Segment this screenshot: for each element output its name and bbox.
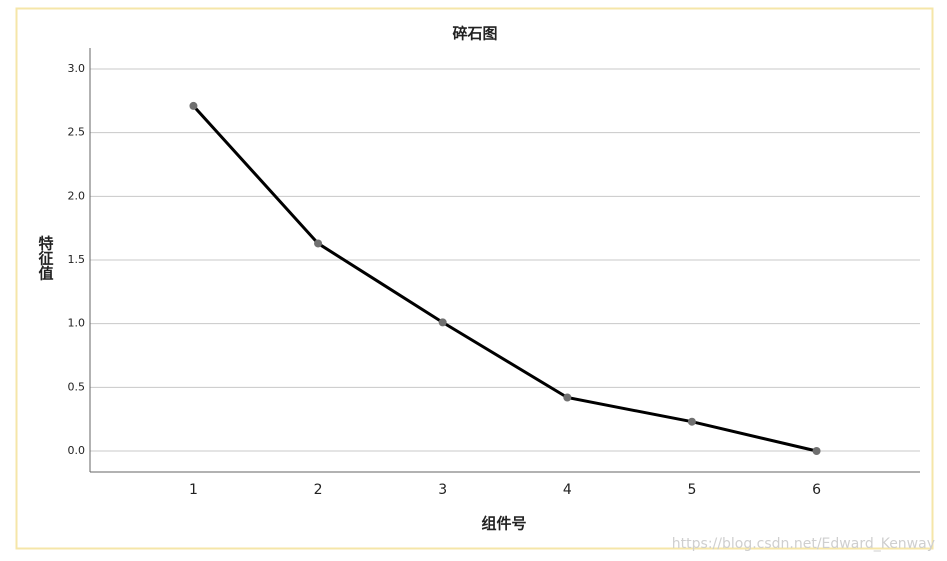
x-tick-label: 2 [314, 482, 323, 498]
x-tick-label: 3 [438, 482, 447, 498]
x-tick-label: 6 [812, 482, 821, 498]
y-tick-label: 3.0 [68, 62, 86, 75]
y-tick-label: 1.5 [68, 253, 86, 266]
series-line [192, 104, 817, 453]
y-axis-label: 特征值 [37, 235, 55, 281]
y-tick-label: 1.0 [68, 317, 86, 330]
frame [15, 7, 934, 550]
watermark: https://blog.csdn.net/Edward_Kenway [672, 536, 935, 552]
y-tick-label: 0.0 [68, 444, 86, 457]
y-tick-label: 0.5 [68, 380, 86, 393]
y-tick-label: 2.0 [68, 189, 86, 202]
x-axis-label: 组件号 [481, 515, 526, 533]
x-tick-label: 5 [687, 482, 696, 498]
data-point [812, 446, 821, 455]
data-point [438, 318, 447, 327]
x-tick-label: 1 [189, 482, 198, 498]
data-point [189, 101, 198, 110]
y-tick-label: 2.5 [68, 126, 86, 139]
x-tick-label: 4 [563, 482, 572, 498]
chart-title: 碎石图 [452, 25, 497, 43]
data-point [563, 393, 572, 402]
data-point [314, 239, 323, 248]
data-point [687, 417, 696, 426]
